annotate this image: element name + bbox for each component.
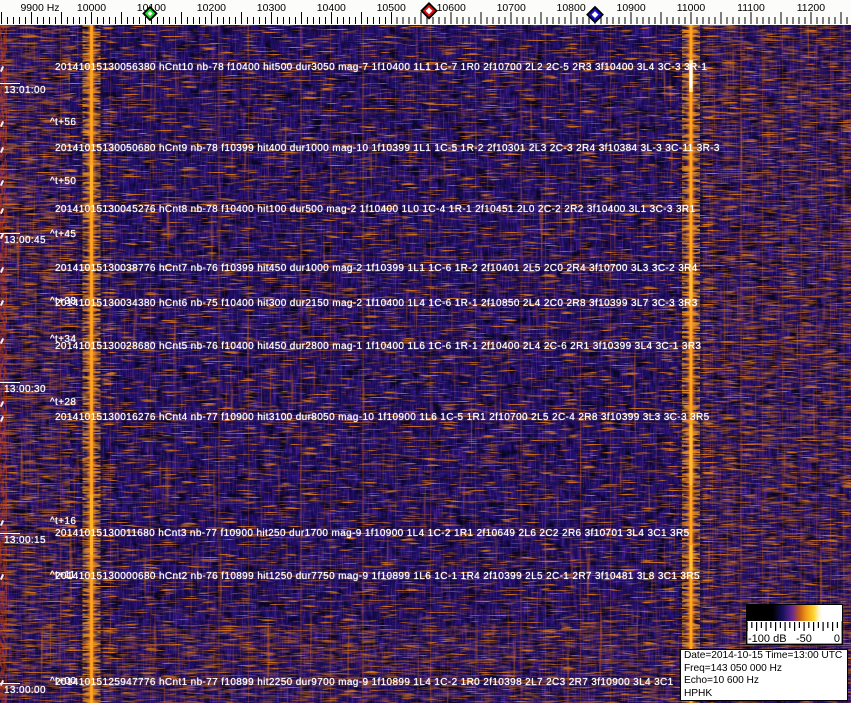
- svg-text:10300: 10300: [257, 2, 286, 14]
- svg-text:0: 0: [834, 633, 840, 645]
- svg-text:10900: 10900: [616, 2, 645, 14]
- svg-text:10700: 10700: [497, 2, 526, 14]
- svg-text:10600: 10600: [437, 2, 466, 14]
- svg-text:11100: 11100: [737, 2, 765, 14]
- svg-text:10800: 10800: [556, 2, 585, 14]
- svg-text:10200: 10200: [197, 2, 226, 14]
- svg-text:10400: 10400: [317, 2, 346, 14]
- svg-text:9900 Hz: 9900 Hz: [20, 2, 59, 14]
- svg-text:10000: 10000: [77, 2, 106, 14]
- svg-text:-100 dB: -100 dB: [748, 633, 787, 645]
- svg-text:11000: 11000: [677, 2, 706, 14]
- svg-text:-50: -50: [796, 633, 812, 645]
- svg-text:10500: 10500: [377, 2, 406, 14]
- svg-text:11200: 11200: [797, 2, 826, 14]
